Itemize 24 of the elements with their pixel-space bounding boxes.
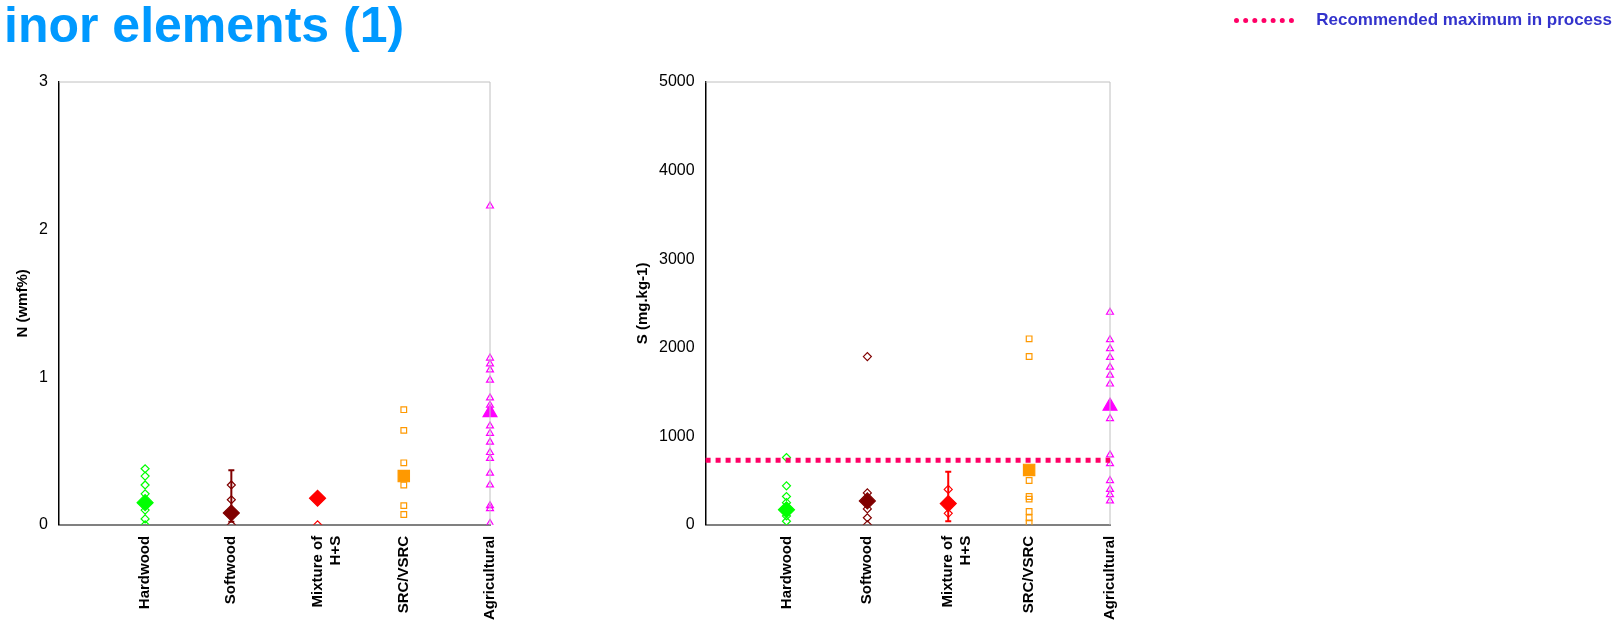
x-tick-label: Softwood xyxy=(221,535,239,605)
y-axis-title: N (wmf%) xyxy=(13,269,31,338)
x-tick-label: Agricultural xyxy=(1100,535,1118,621)
y-tick-label: 1000 xyxy=(659,426,695,444)
x-tick-label: Mixture of H+S xyxy=(938,534,974,608)
y-tick-label: 4000 xyxy=(659,160,695,178)
x-tick-label: Mixture of H+S xyxy=(307,534,343,608)
y-tick-label: 2 xyxy=(38,220,48,238)
y-tick-label: 3000 xyxy=(659,249,695,267)
y-tick-label: 0 xyxy=(685,515,695,533)
x-tick-label: SRC/VSRC xyxy=(393,535,411,614)
y-tick-label: 3 xyxy=(38,72,48,90)
y-tick-label: 1 xyxy=(38,367,48,385)
y-axis-title: S (mg.kg-1) xyxy=(633,262,651,345)
y-tick-label: 5000 xyxy=(659,72,695,90)
chart-title: inor elements (1) xyxy=(4,0,405,54)
x-tick-label: SRC/VSRC xyxy=(1019,535,1037,614)
y-tick-label: 2000 xyxy=(659,338,695,356)
x-tick-label: Softwood xyxy=(857,535,875,605)
x-tick-label: Hardwood xyxy=(135,535,153,610)
legend-label: Recommended maximum in process xyxy=(1316,10,1612,30)
x-tick-label: Agricultural xyxy=(480,535,498,621)
y-tick-label: 0 xyxy=(38,515,48,533)
x-tick-label: Hardwood xyxy=(776,535,794,610)
